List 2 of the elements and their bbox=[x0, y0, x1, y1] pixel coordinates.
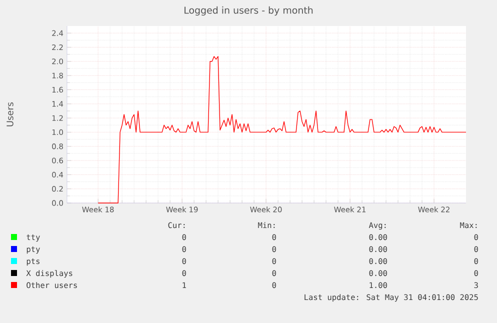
chart-title: Logged in users - by month bbox=[184, 6, 313, 16]
y-axis-title: Users bbox=[6, 102, 14, 126]
